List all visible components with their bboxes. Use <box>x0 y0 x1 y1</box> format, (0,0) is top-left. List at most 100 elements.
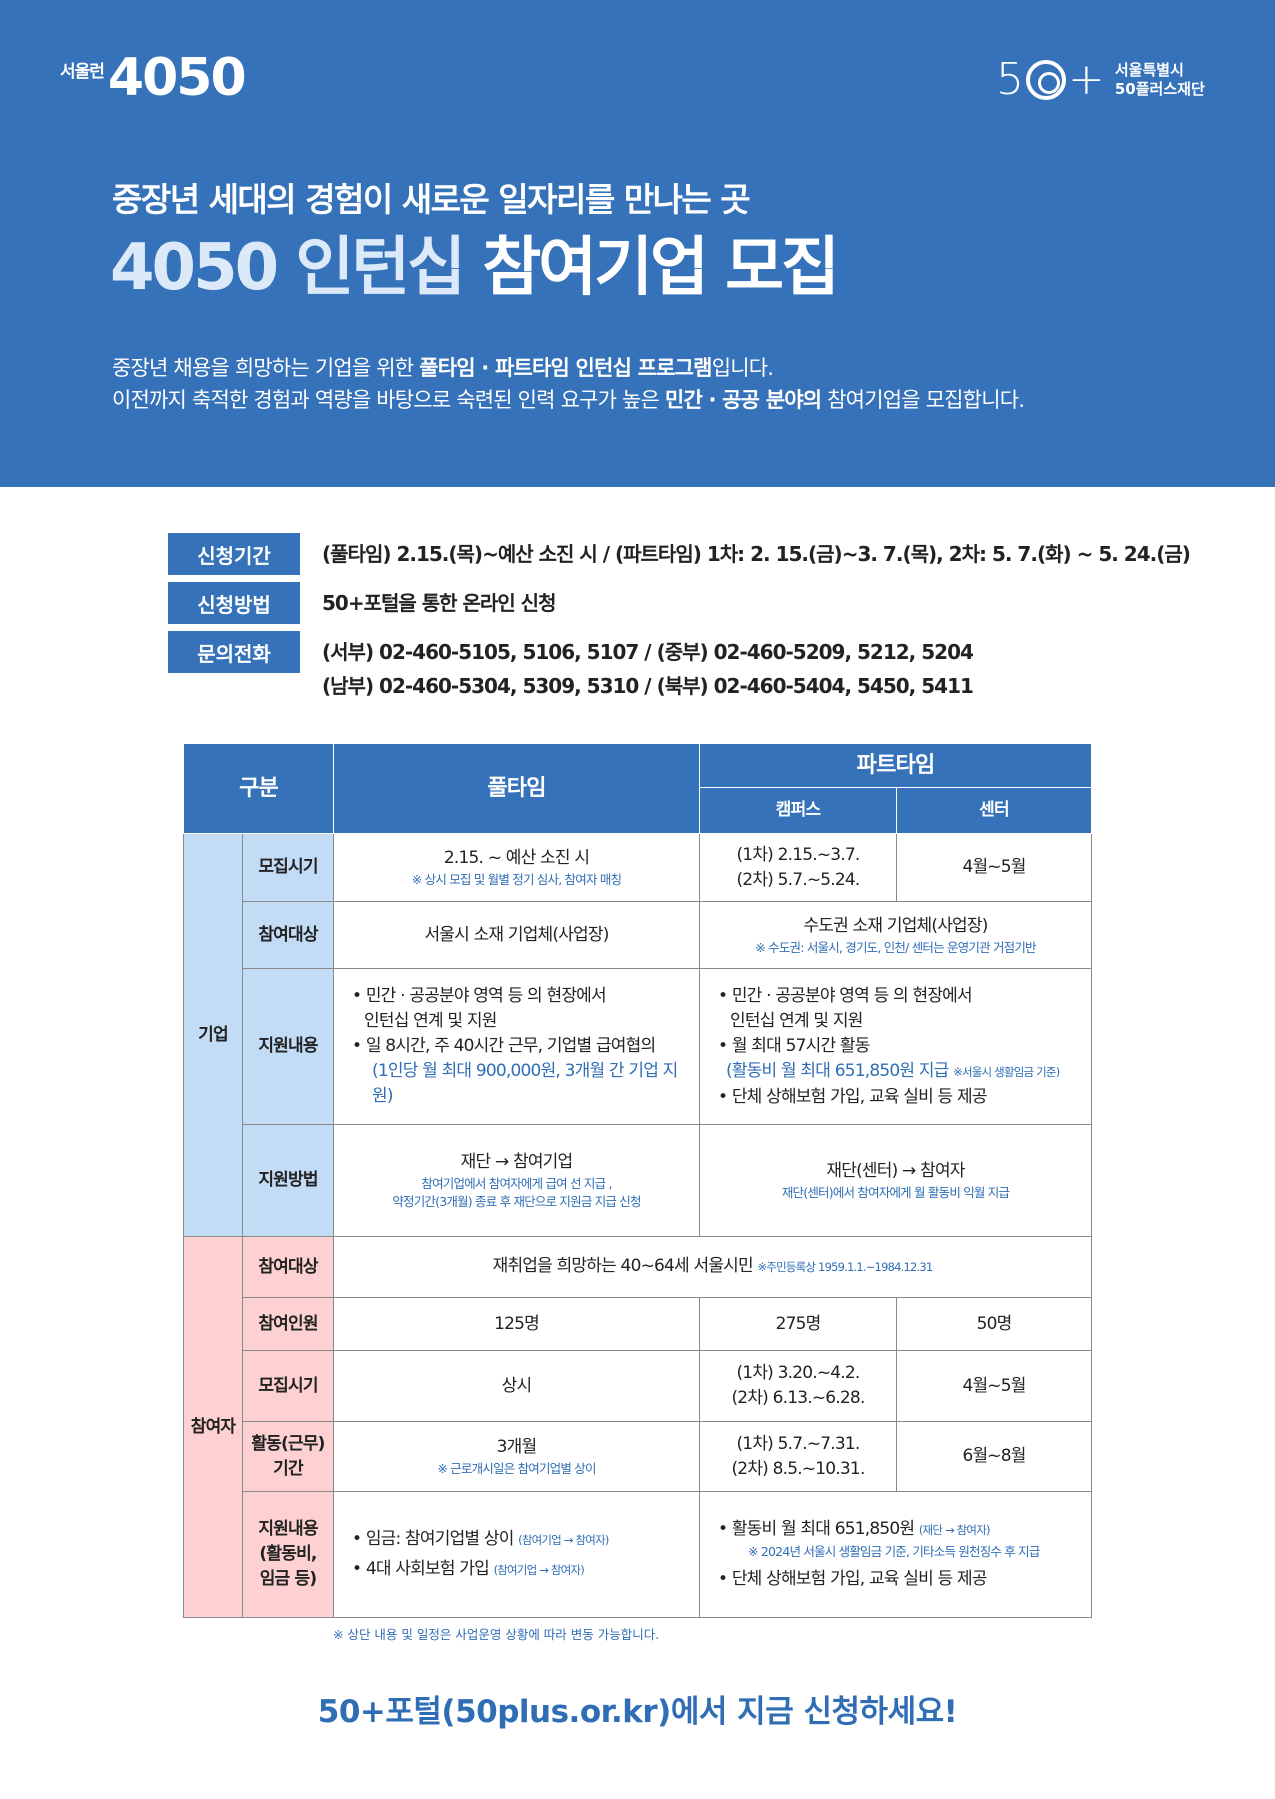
cell: (1차) 5.7.~7.31. (2차) 8.5.~10.31. <box>699 1421 898 1492</box>
cell: 3개월 ※ 근로개시일은 참여기업별 상이 <box>333 1421 701 1492</box>
t: • 단체 상해보험 가입, 교육 실비 등 제공 <box>718 1569 987 1589</box>
t: • 활동비 월 최대 651,850원 <box>718 1519 915 1539</box>
t: (1차) 2.15.~3.7. <box>736 844 860 865</box>
note: (재단 → 참여자) <box>918 1523 991 1537</box>
info-list: 신청기간 (풀타임) 2.15.(목)~예산 소진 시 / (파트타임) 1차: … <box>168 533 1248 703</box>
title-strong: 참여기업 모집 <box>482 231 840 305</box>
t: (2차) 8.5.~10.31. <box>731 1458 865 1479</box>
info-period: 신청기간 (풀타임) 2.15.(목)~예산 소진 시 / (파트타임) 1차: … <box>168 533 1248 575</box>
info-value: (서부) 02-460-5105, 5106, 5107 / (중부) 02-4… <box>322 631 1248 703</box>
t: 재단 → 참여기업 <box>460 1152 574 1172</box>
t: 중장년 채용을 희망하는 기업을 위한 <box>112 356 420 380</box>
t: • 임금: 참여기업별 상이 <box>352 1528 514 1549</box>
note: ※주민등록상 1959.1.1.~1984.12.31 <box>757 1260 933 1274</box>
t: 임금 등) <box>259 1569 317 1589</box>
t: (활동비, <box>259 1544 317 1564</box>
row-label: 참여대상 <box>241 1236 335 1298</box>
cell: 50명 <box>896 1297 1093 1351</box>
info-label: 신청기간 <box>168 533 300 575</box>
row-label: 활동(근무) 기간 <box>241 1421 335 1492</box>
category-participant: 참여자 <box>183 1236 243 1618</box>
cell: (1차) 2.15.~3.7. (2차) 5.7.~5.24. <box>699 833 898 902</box>
call-to-action: 50+포털(50plus.or.kr)에서 지금 신청하세요! <box>317 1694 958 1730</box>
cell: • 임금: 참여기업별 상이 (참여기업 → 참여자) • 4대 사회보험 가입 … <box>333 1491 701 1618</box>
t: 민간 · 공공 분야의 <box>664 388 822 412</box>
t: 인턴십 연계 및 지원 <box>730 1010 863 1031</box>
program-table: 구분 풀타임 파트타임 캠퍼스 센터 기업 모집시기 2.15. ~ 예산 소진 시 ※… <box>182 743 1093 1618</box>
row-label: 지원내용 <box>241 968 335 1125</box>
phone-line: (서부) 02-460-5105, 5106, 5107 / (중부) 02-4… <box>322 640 974 664</box>
header-campus: 캠퍼스 <box>699 787 898 834</box>
row-label: 모집시기 <box>241 833 335 902</box>
t: 입니다. <box>711 356 774 380</box>
note: ※ 근로개시일은 참여기업별 상이 <box>437 1461 596 1476</box>
title-light: 4050 인턴십 <box>110 231 466 305</box>
category-company: 기업 <box>183 833 243 1237</box>
org-line: 서울특별시 <box>1114 61 1184 79</box>
50plus-foundation-logo: 5 + 서울특별시 50플러스재단 <box>996 58 1205 102</box>
description: 중장년 채용을 희망하는 기업을 위한 풀타임 · 파트타임 인턴십 프로그램입… <box>112 352 1242 416</box>
t: 활동(근무) <box>251 1433 325 1454</box>
info-value: 50+포털을 통한 온라인 신청 <box>322 591 556 615</box>
phone-line: (남부) 02-460-5304, 5309, 5310 / (북부) 02-4… <box>322 674 974 698</box>
t: 풀타임 · 파트타임 인턴십 프로그램 <box>419 356 712 380</box>
note: (참여기업 → 참여자) <box>493 1562 585 1577</box>
t: 참여기업을 모집합니다. <box>821 388 1025 412</box>
t: • 민간 · 공공분야 영역 등 의 현장에서 <box>718 985 973 1006</box>
seoul-learn-4050-logo: 서울런 4050 <box>60 52 247 104</box>
cell: 4월~5월 <box>896 1350 1093 1422</box>
t: • 일 8시간, 주 40시간 근무, 기업별 급여협의 <box>352 1036 656 1056</box>
cell: 상시 <box>333 1350 701 1422</box>
cell: 125명 <box>333 1297 701 1351</box>
row-label: 참여인원 <box>241 1297 335 1351</box>
t: (2차) 5.7.~5.24. <box>736 869 860 890</box>
cell: 6월~8월 <box>896 1421 1093 1492</box>
t: 지원내용 <box>258 1519 318 1539</box>
mark-plus: + <box>1068 54 1105 105</box>
50plus-mark: 5 + <box>996 58 1105 102</box>
row-label: 참여대상 <box>241 901 335 969</box>
cell: 수도권 소재 기업체(사업장) ※ 수도권: 서울시, 경기도, 인천/ 센터는 … <box>699 901 1093 969</box>
t: 재단(센터) → 참여자 <box>826 1161 965 1181</box>
mark-5: 5 <box>996 54 1024 105</box>
row-label: 모집시기 <box>241 1350 335 1422</box>
t: • 월 최대 57시간 활동 <box>718 1035 870 1056</box>
note: ※ 상시 모집 및 월별 정기 심사, 참여자 매칭 <box>411 872 622 887</box>
cell: 4월~5월 <box>896 833 1093 902</box>
note: 참여기업에서 참여자에게 급여 선 지급 , <box>421 1176 612 1191</box>
t: • 4대 사회보험 가입 <box>352 1558 490 1579</box>
cell: 275명 <box>699 1297 898 1351</box>
t: (1차) 5.7.~7.31. <box>736 1433 860 1454</box>
row-label: 지원내용 (활동비, 임금 등) <box>241 1491 335 1618</box>
header-parttime: 파트타임 <box>699 743 1093 788</box>
note: ※ 2024년 서울시 생활임금 기준, 기타소득 원천징수 후 지급 <box>748 1544 1040 1559</box>
cell: 서울시 소재 기업체(사업장) <box>333 901 701 969</box>
t: 3개월 <box>496 1437 538 1457</box>
cell: (1차) 3.20.~4.2. (2차) 6.13.~6.28. <box>699 1350 898 1422</box>
t: 2.15. ~ 예산 소진 시 <box>443 848 590 868</box>
t: 이전까지 축적한 경험과 역량을 바탕으로 숙련된 인력 요구가 높은 <box>112 388 665 412</box>
cell: • 민간 · 공공분야 영역 등 의 현장에서 인턴십 연계 및 지원 • 일 8시… <box>333 968 701 1125</box>
info-label: 문의전화 <box>168 631 300 673</box>
t: 수도권 소재 기업체(사업장) <box>803 915 988 936</box>
t: (활동비 월 최대 651,850원 지급 <box>726 1060 954 1081</box>
info-phone: 문의전화 (서부) 02-460-5105, 5106, 5107 / (중부) … <box>168 631 1248 703</box>
desc-line: 이전까지 축적한 경험과 역량을 바탕으로 숙련된 인력 요구가 높은 민간 ·… <box>112 384 1242 416</box>
t: 인턴십 연계 및 지원 <box>364 1011 497 1031</box>
info-method: 신청방법 50+포털을 통한 온라인 신청 <box>168 582 1248 624</box>
header-center: 센터 <box>896 787 1093 834</box>
cell: 재취업을 희망하는 40~64세 서울시민 ※주민등록상 1959.1.1.~1… <box>333 1236 1093 1298</box>
t: 재취업을 희망하는 40~64세 서울시민 <box>492 1256 758 1276</box>
note: (참여기업 → 참여자) <box>518 1532 609 1547</box>
t: (1차) 3.20.~4.2. <box>736 1363 860 1383</box>
org-name: 서울특별시 50플러스재단 <box>1115 61 1205 99</box>
page-title: 4050 인턴십 참여기업 모집 <box>110 230 840 306</box>
note: 약정기간(3개월) 종료 후 재단으로 지원금 지급 신청 <box>392 1194 641 1209</box>
cell: 2.15. ~ 예산 소진 시 ※ 상시 모집 및 월별 정기 심사, 참여자 매… <box>333 833 701 902</box>
hero-banner: 서울런 4050 5 + 서울특별시 50플러스재단 중장년 세대의 경험이 새로운… <box>0 0 1275 487</box>
cell: 재단(센터) → 참여자 재단(센터)에서 참여자에게 월 활동비 익월 지급 <box>699 1124 1093 1237</box>
ring-icon <box>1026 60 1066 100</box>
logo-small-text: 서울런 <box>60 62 105 82</box>
